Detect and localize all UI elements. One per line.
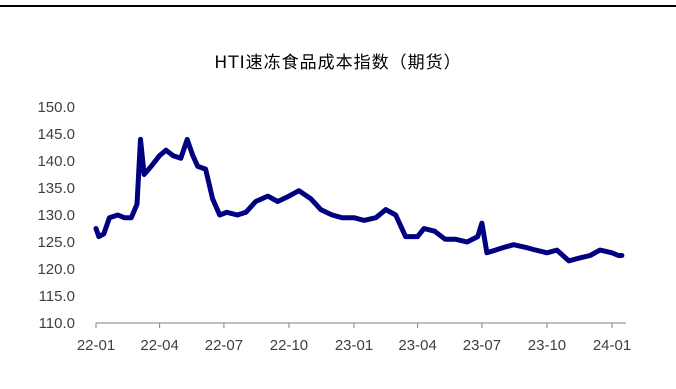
x-tick-label: 23-01 bbox=[335, 337, 373, 354]
y-tick-label: 145.0 bbox=[37, 126, 75, 143]
y-tick-label: 130.0 bbox=[37, 207, 75, 224]
x-tick-label: 22-04 bbox=[140, 337, 178, 354]
x-tick-label: 22-01 bbox=[77, 337, 115, 354]
y-tick-label: 120.0 bbox=[37, 261, 75, 278]
chart-title: HTI速冻食品成本指数（期货） bbox=[214, 53, 462, 73]
x-tick-label: 22-07 bbox=[205, 337, 243, 354]
x-tick-label: 24-01 bbox=[593, 337, 631, 354]
y-tick-label: 150.0 bbox=[37, 99, 75, 116]
x-axis: 22-01 22-04 22-07 22-10 23-01 23-04 23-07 23-10… bbox=[77, 322, 631, 354]
y-tick-label: 140.0 bbox=[37, 153, 75, 170]
y-tick-label: 135.0 bbox=[37, 180, 75, 197]
y-tick-label: 115.0 bbox=[39, 288, 75, 305]
top-divider bbox=[0, 5, 676, 7]
x-tick-label: 23-10 bbox=[528, 337, 566, 354]
y-axis: 110.0 115.0 120.0 125.0 130.0 135.0 140.0 145.0… bbox=[37, 99, 75, 332]
y-tick-label: 110.0 bbox=[39, 315, 75, 332]
plot-area bbox=[93, 136, 625, 264]
x-tick-label: 23-04 bbox=[398, 337, 436, 354]
y-tick-label: 125.0 bbox=[37, 234, 75, 251]
x-tick-label: 22-10 bbox=[270, 337, 308, 354]
x-tick-label: 23-07 bbox=[463, 337, 501, 354]
series-line bbox=[93, 136, 625, 264]
